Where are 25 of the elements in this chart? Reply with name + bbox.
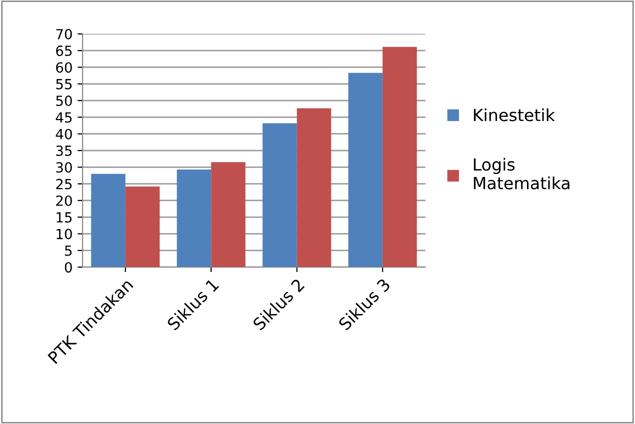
y-tick-label: 65 — [56, 46, 72, 56]
bar — [348, 72, 383, 268]
bar — [176, 170, 212, 268]
y-tick-label: 15 — [56, 212, 72, 223]
y-tick-label: 20 — [56, 195, 72, 206]
legend-label: Logis Matematika — [474, 158, 570, 190]
y-tick-label: 25 — [56, 178, 72, 190]
bar — [382, 46, 417, 268]
bar — [91, 174, 126, 268]
bar — [296, 108, 332, 268]
bar — [125, 186, 160, 268]
y-tick-label: 45 — [56, 112, 72, 123]
y-tick-label: 60 — [56, 62, 72, 73]
y-tick-label: 40 — [56, 128, 72, 140]
y-tick-label: 0 — [64, 262, 72, 273]
y-tick-label: 35 — [56, 145, 72, 156]
y-tick-label: 30 — [56, 162, 72, 173]
bar — [262, 123, 297, 268]
bar — [211, 162, 246, 268]
legend-label: Kinestetik — [474, 108, 555, 122]
y-tick-label: 5 — [65, 246, 72, 256]
y-tick-label: 55 — [56, 79, 72, 90]
y-tick-label: 70 — [56, 28, 72, 40]
y-tick-label: 50 — [56, 96, 72, 106]
y-tick-label: 10 — [56, 228, 72, 240]
